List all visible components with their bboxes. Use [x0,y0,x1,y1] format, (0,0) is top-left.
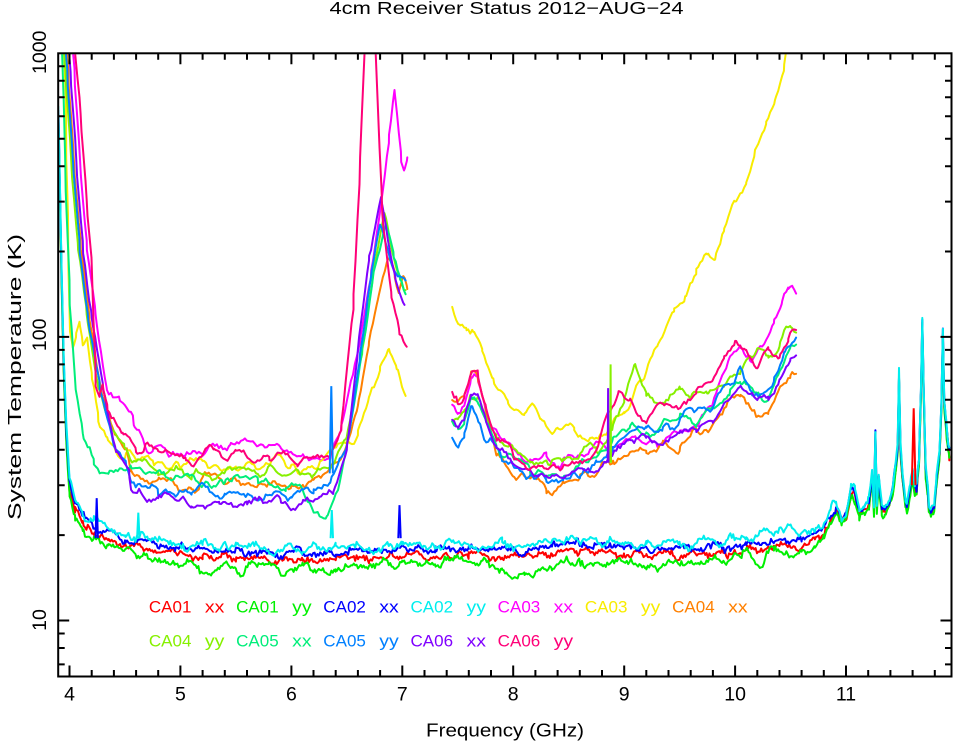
svg-text:CA01: CA01 [149,598,192,617]
svg-text:1000: 1000 [29,30,51,74]
svg-text:11: 11 [836,684,856,706]
svg-text:4: 4 [64,684,75,706]
svg-text:CA03: CA03 [498,598,541,617]
svg-text:yy: yy [292,598,312,617]
svg-text:yy: yy [641,598,661,617]
svg-text:CA02: CA02 [411,598,454,617]
svg-text:xx: xx [728,598,748,617]
svg-text:8: 8 [508,684,519,706]
svg-text:Frequency (GHz): Frequency (GHz) [426,721,584,741]
svg-text:CA05: CA05 [236,631,279,650]
svg-text:CA05: CA05 [323,631,366,650]
svg-text:10: 10 [724,684,746,706]
svg-text:xx: xx [379,598,399,617]
svg-text:100: 100 [29,318,51,351]
svg-text:CA01: CA01 [236,598,279,617]
svg-text:xx: xx [467,631,487,650]
svg-text:xx: xx [554,598,574,617]
svg-text:9: 9 [619,684,630,706]
svg-text:CA04: CA04 [149,631,192,650]
svg-text:CA04: CA04 [672,598,715,617]
svg-text:xx: xx [292,631,312,650]
svg-text:CA02: CA02 [323,598,366,617]
svg-text:6: 6 [286,684,297,706]
svg-text:4cm Receiver Status 2012−AUG−2: 4cm Receiver Status 2012−AUG−24 [330,0,684,18]
svg-text:7: 7 [397,684,408,706]
svg-text:yy: yy [379,631,399,650]
svg-text:yy: yy [205,631,225,650]
svg-text:System Temperature (K): System Temperature (K) [5,234,25,520]
svg-text:5: 5 [175,684,186,706]
svg-text:CA06: CA06 [411,631,454,650]
svg-text:xx: xx [205,598,225,617]
svg-text:CA06: CA06 [498,631,541,650]
svg-text:yy: yy [467,598,487,617]
svg-text:yy: yy [554,631,574,650]
svg-text:10: 10 [29,609,51,631]
svg-text:CA03: CA03 [585,598,628,617]
